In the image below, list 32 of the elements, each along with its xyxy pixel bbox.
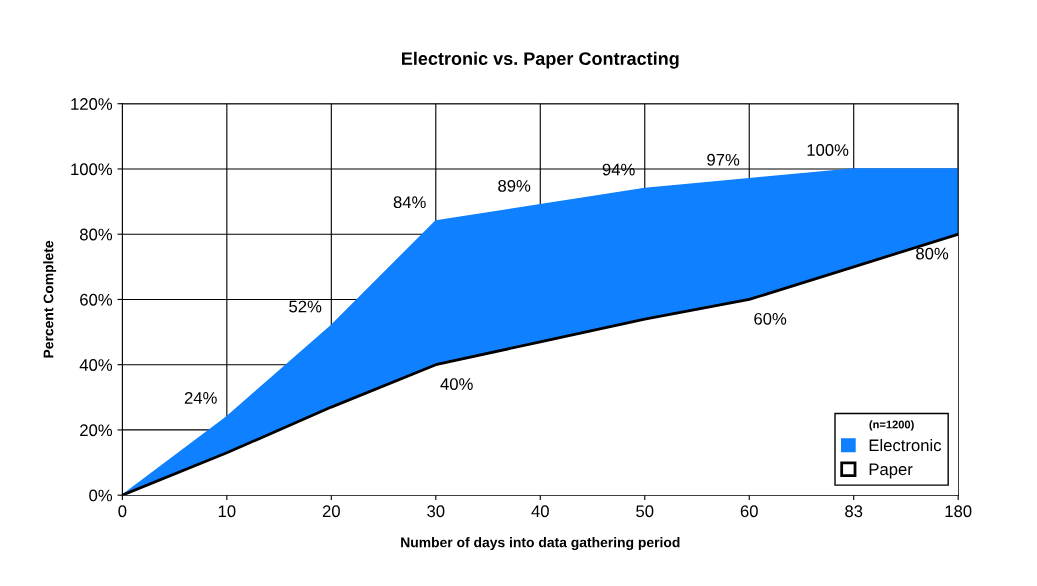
y-tick-label: 20% <box>80 424 113 437</box>
data-label: 84% <box>393 196 426 209</box>
data-label: 100% <box>807 144 849 156</box>
data-label: 40% <box>440 378 473 390</box>
y-tick-label: 40% <box>79 359 113 371</box>
x-tick-label: 60 <box>740 505 758 518</box>
x-tick-label: 0 <box>118 505 127 518</box>
y-tick-label: 100% <box>71 163 113 176</box>
data-label: 89% <box>498 179 531 192</box>
data-label: 80% <box>916 247 949 260</box>
y-axis-title: Percent Complete <box>43 240 57 358</box>
data-label: 24% <box>184 392 217 404</box>
data-label: 52% <box>289 300 322 313</box>
x-tick-label: 30 <box>427 505 445 518</box>
chart-title: Electronic vs. Paper Contracting <box>402 51 679 69</box>
x-tick-label: 10 <box>218 505 236 518</box>
legend-label: Electronic <box>869 439 942 452</box>
y-tick-label: 60% <box>80 293 113 306</box>
x-tick-label: 20 <box>322 505 340 518</box>
x-tick-label: 50 <box>636 505 654 518</box>
x-tick-label: 180 <box>945 505 972 518</box>
x-tick-label: 40 <box>531 505 549 518</box>
data-label: 60% <box>754 312 787 325</box>
data-label: 94% <box>602 163 635 176</box>
y-tick-label: 120% <box>71 98 113 110</box>
x-axis-title: Number of days into data gathering period <box>401 537 680 551</box>
y-tick-label: 80% <box>80 228 113 241</box>
data-label: 97% <box>707 153 740 166</box>
legend-title: (n=1200) <box>869 420 914 431</box>
legend-label: Paper <box>869 463 913 479</box>
y-tick-label: 0% <box>89 489 113 502</box>
x-tick-label: 83 <box>845 505 863 518</box>
